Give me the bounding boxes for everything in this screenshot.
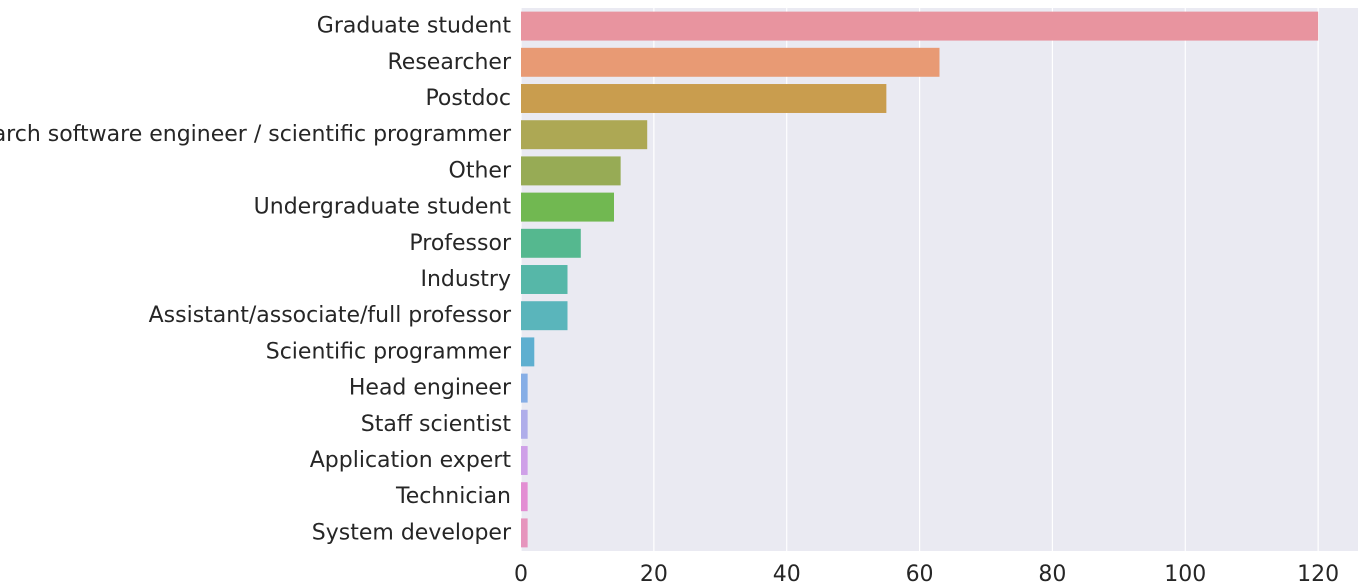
category-label: Application expert — [310, 448, 512, 473]
category-label: Researcher — [388, 50, 512, 75]
bar — [521, 228, 581, 258]
bar — [521, 156, 621, 186]
bar — [521, 11, 1319, 41]
bar — [521, 84, 887, 113]
x-tick-label: 60 — [906, 562, 934, 587]
category-label: Research software engineer / scientific … — [0, 122, 512, 147]
x-tick-label: 40 — [773, 562, 801, 587]
bar — [521, 518, 528, 548]
x-tick-label: 20 — [640, 562, 668, 587]
category-label: System developer — [312, 520, 512, 545]
bars — [521, 11, 1319, 548]
category-label: Technician — [395, 484, 511, 509]
category-label: Undergraduate student — [254, 195, 512, 220]
bar — [521, 265, 568, 294]
bar — [521, 301, 568, 331]
bar — [521, 409, 528, 439]
bar — [521, 373, 528, 403]
category-label: Graduate student — [317, 14, 512, 39]
category-label: Scientific programmer — [266, 339, 512, 364]
bar — [521, 120, 648, 150]
category-label: Assistant/associate/full professor — [149, 303, 512, 328]
x-axis-ticks: 0 20 40 60 80 100 120 — [514, 562, 1339, 587]
category-label: Industry — [421, 267, 512, 292]
category-labels: Graduate student Researcher Postdoc Researc… — [0, 14, 512, 546]
x-tick-label: 120 — [1297, 562, 1339, 587]
category-label: Postdoc — [425, 86, 511, 111]
bar — [521, 47, 940, 77]
bar — [521, 446, 528, 475]
category-label: Professor — [409, 231, 512, 256]
x-tick-label: 100 — [1164, 562, 1206, 587]
bar — [521, 482, 528, 512]
category-label: Other — [449, 158, 512, 183]
x-tick-label: 80 — [1038, 562, 1066, 587]
bar — [521, 192, 614, 222]
category-label: Staff scientist — [361, 412, 512, 437]
bar — [521, 337, 535, 367]
x-tick-label: 0 — [514, 562, 528, 587]
category-label: Head engineer — [349, 376, 512, 401]
